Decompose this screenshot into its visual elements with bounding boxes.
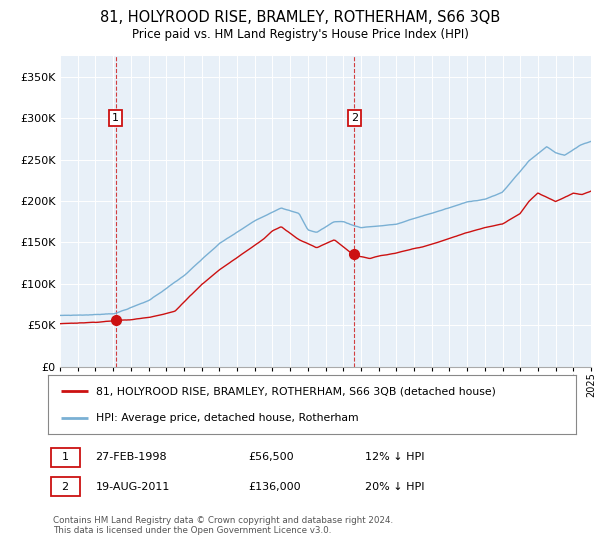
Text: 81, HOLYROOD RISE, BRAMLEY, ROTHERHAM, S66 3QB (detached house): 81, HOLYROOD RISE, BRAMLEY, ROTHERHAM, S… (95, 386, 496, 396)
Text: Price paid vs. HM Land Registry's House Price Index (HPI): Price paid vs. HM Land Registry's House … (131, 28, 469, 41)
Text: Contains HM Land Registry data © Crown copyright and database right 2024.
This d: Contains HM Land Registry data © Crown c… (53, 516, 394, 535)
Text: 1: 1 (62, 452, 68, 462)
Text: £56,500: £56,500 (248, 452, 294, 462)
Text: 81, HOLYROOD RISE, BRAMLEY, ROTHERHAM, S66 3QB: 81, HOLYROOD RISE, BRAMLEY, ROTHERHAM, S… (100, 10, 500, 25)
Text: 20% ↓ HPI: 20% ↓ HPI (365, 482, 424, 492)
Text: 27-FEB-1998: 27-FEB-1998 (95, 452, 167, 462)
Text: HPI: Average price, detached house, Rotherham: HPI: Average price, detached house, Roth… (95, 413, 358, 423)
Text: 2: 2 (351, 113, 358, 123)
Text: 2: 2 (62, 482, 69, 492)
FancyBboxPatch shape (50, 477, 80, 496)
Text: 12% ↓ HPI: 12% ↓ HPI (365, 452, 424, 462)
FancyBboxPatch shape (50, 448, 80, 466)
Text: 1: 1 (112, 113, 119, 123)
Text: £136,000: £136,000 (248, 482, 301, 492)
Text: 19-AUG-2011: 19-AUG-2011 (95, 482, 170, 492)
